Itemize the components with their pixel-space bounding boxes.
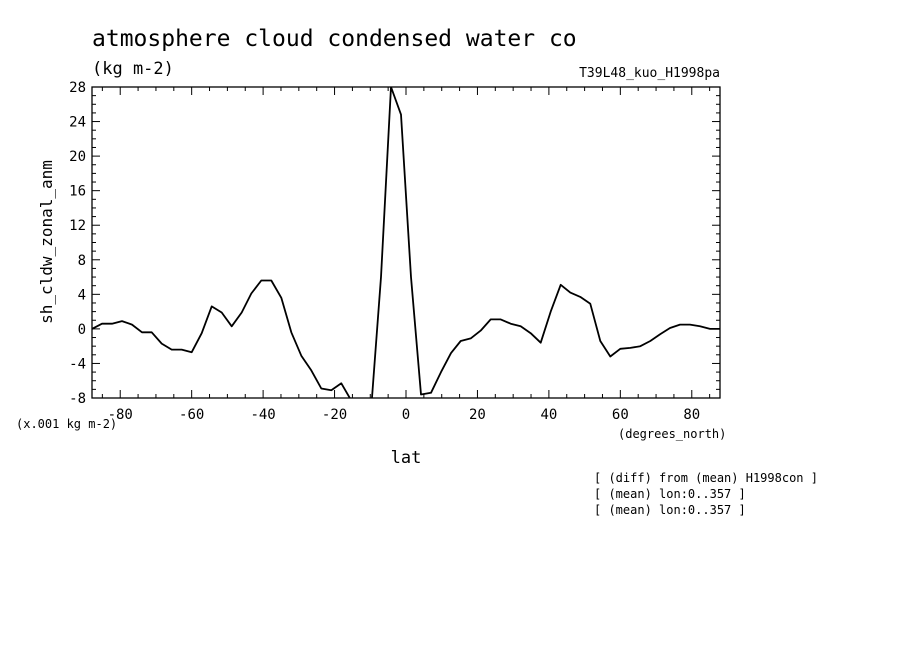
series-line: [92, 87, 720, 398]
y-tick-label: 0: [78, 322, 86, 338]
y-tick-label: 4: [78, 287, 86, 303]
notes-block: [ (diff) from (mean) H1998con ] [ (mean)…: [594, 471, 818, 517]
x-tick-label: -60: [179, 407, 204, 423]
y-tick-label: 12: [69, 218, 86, 234]
y-tick-label: 24: [69, 115, 86, 131]
y-tick-label: -8: [69, 391, 86, 407]
y-tick-label: -4: [69, 356, 86, 372]
x-tick-label: -20: [322, 407, 347, 423]
x-axis-label: lat: [391, 448, 422, 468]
chart-title: atmosphere cloud condensed water co: [92, 26, 577, 52]
y-tick-label: 16: [69, 184, 86, 200]
x-tick-label: 60: [612, 407, 629, 423]
y-tick-label: 20: [69, 149, 86, 165]
x-tick-label: 20: [469, 407, 486, 423]
y-tick-label: 8: [78, 253, 86, 269]
y-tick-label: 28: [69, 80, 86, 96]
x-tick-label: 40: [540, 407, 557, 423]
x-tick-label: -80: [108, 407, 133, 423]
series-line-layer: [92, 87, 720, 398]
note-line-1: [ (diff) from (mean) H1998con ]: [594, 471, 818, 485]
note-line-3: [ (mean) lon:0..357 ]: [594, 503, 746, 517]
x-tick-label: 0: [402, 407, 410, 423]
note-line-2: [ (mean) lon:0..357 ]: [594, 487, 746, 501]
plot-frame: [91, 86, 721, 399]
y-scale-note: (x.001 kg m-2): [16, 417, 117, 431]
x-axis-units: (degrees_north): [618, 427, 726, 441]
run-label: T39L48_kuo_H1998pa: [579, 66, 720, 81]
y-axis-label: sh_cldw_zonal_anm: [37, 160, 56, 324]
chart-subtitle: (kg m-2): [92, 59, 174, 79]
x-tick-label: 80: [683, 407, 700, 423]
x-tick-label: -40: [250, 407, 275, 423]
